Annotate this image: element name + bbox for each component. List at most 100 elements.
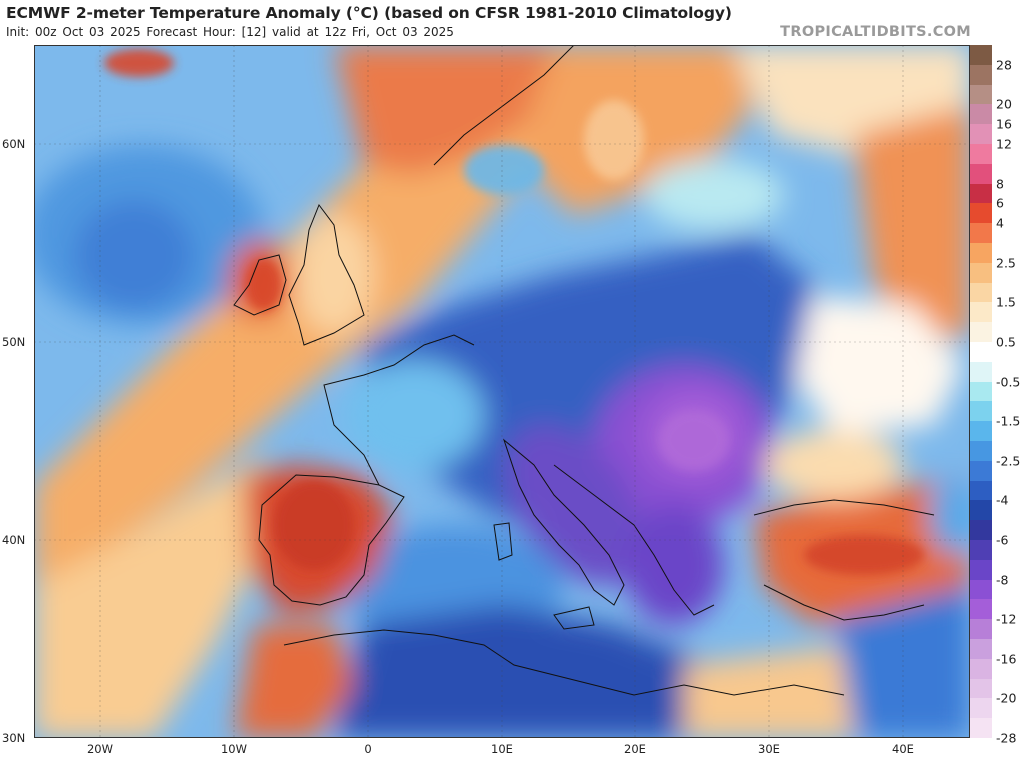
legend-label: 28 [996,57,1012,73]
legend-color-cell [970,64,992,86]
legend-label: -20 [996,690,1017,706]
legend-color-cell [970,223,992,244]
norwegian-sea-warm [334,45,594,175]
legend-label: -8 [996,572,1009,588]
italy-cold [505,424,643,586]
baltic-cool [644,160,784,230]
legend-color-cell [970,144,992,165]
watermark: TROPICALTIDBITS.COM [780,24,971,40]
legend-color-cell [970,559,992,581]
balkan-coast [553,464,715,616]
legend-color-cell [970,520,992,541]
legend-label: -0.5 [996,374,1021,390]
legend-color-cell [970,381,992,402]
lon-tick-label: 10W [220,742,248,756]
atlantic-cold-core [74,200,194,310]
britain-coast [288,203,365,346]
color-legend: 28 20 16 12 8 6 4 2.5 1.5 0.5 -0.5 -1.5 -2.5 -4 -6 -8 -1… [970,45,1024,746]
legend-label: 6 [996,195,1004,211]
legend-color-cell [970,658,992,680]
italy-coast [502,438,625,606]
lon-tick-label: 30E [758,742,780,756]
legend-color-cell [970,718,992,739]
britain-mild [294,215,374,335]
legend-label: -6 [996,532,1009,548]
legend-label: -4 [996,492,1009,508]
caspian-cold [929,475,970,555]
france-cool [344,360,484,470]
legend-color-cell [970,282,992,303]
map-frame [34,45,970,738]
legend-color-cell [970,639,992,660]
lon-tick-label: 10E [491,742,513,756]
legend-color-cell [970,124,992,145]
legend-label: -1.5 [996,413,1021,429]
lon-tick-label: 40E [892,742,914,756]
legend-label: 8 [996,176,1004,192]
legend-color-cell [970,361,992,383]
lon-tick-label: 0 [364,742,372,756]
ukraine-neutral [794,295,964,435]
legend-color-cell [970,183,992,204]
legend-color-cell [970,342,992,363]
scandinavia-coast [433,45,575,166]
anomaly-details [104,49,924,575]
legend-color-cell [970,104,992,125]
legend-color-cell [970,678,992,699]
legend-color-cell [970,579,992,600]
legend-color-cell [970,302,992,323]
legend-color-cell [970,84,992,105]
legend-color-cell [970,540,992,561]
legend-color-cell [970,480,992,501]
lon-tick-label: 20W [86,742,114,756]
lat-tick-label: 30N [2,731,26,745]
legend-color-cell [970,500,992,521]
lat-tick-label: 40N [2,533,26,547]
egypt-warm [684,645,864,738]
greece-cold [624,505,724,625]
graticule [34,45,970,738]
france-coast [323,334,475,486]
legend-label: 20 [996,96,1012,112]
map-title: ECMWF 2-meter Temperature Anomaly (°C) (… [6,4,732,22]
morocco-warm [234,625,354,738]
legend-label: 12 [996,136,1012,152]
legend-label: -16 [996,651,1017,667]
legend-color-cell [970,599,992,620]
legend-color-cell [970,441,992,462]
legend-color-cell [970,698,992,719]
legend-color-cell [970,243,992,264]
lat-tick-label: 60N [2,137,26,151]
north-africa-cold [334,605,734,738]
ireland-coast [233,254,287,316]
legend-label: 4 [996,215,1004,231]
legend-label: -2.5 [996,453,1021,469]
atlantic-southwest-warm [34,455,264,738]
legend-label: 0.5 [996,334,1016,350]
legend-color-cell [970,203,992,224]
iberia-coast [258,474,405,606]
legend-color-cell [970,262,992,284]
sicily-coast [553,606,595,630]
legend-color-cell [970,322,992,343]
forecast-info: Init: 00z Oct 03 2025 Forecast Hour: [12… [6,25,454,39]
lon-tick-label: 20E [624,742,646,756]
anomaly-map [34,45,970,738]
legend-color-cell [970,401,992,422]
lat-tick-label: 50N [2,335,26,349]
russia-warm [854,105,970,345]
legend-color-cell [970,619,992,640]
legend-color-cell [970,460,992,482]
legend-color-cell [970,421,992,442]
africa-coast [283,629,845,696]
legend-label: 2.5 [996,255,1016,271]
black-sea [764,430,904,500]
legend-color-cell [970,45,992,66]
legend-label: 1.5 [996,294,1016,310]
legend-label: -28 [996,730,1017,746]
legend-color-cell [970,163,992,185]
turkey-coast [753,499,935,621]
legend-label: -12 [996,611,1017,627]
coastlines [233,45,935,696]
sardinia-coast [493,522,513,561]
